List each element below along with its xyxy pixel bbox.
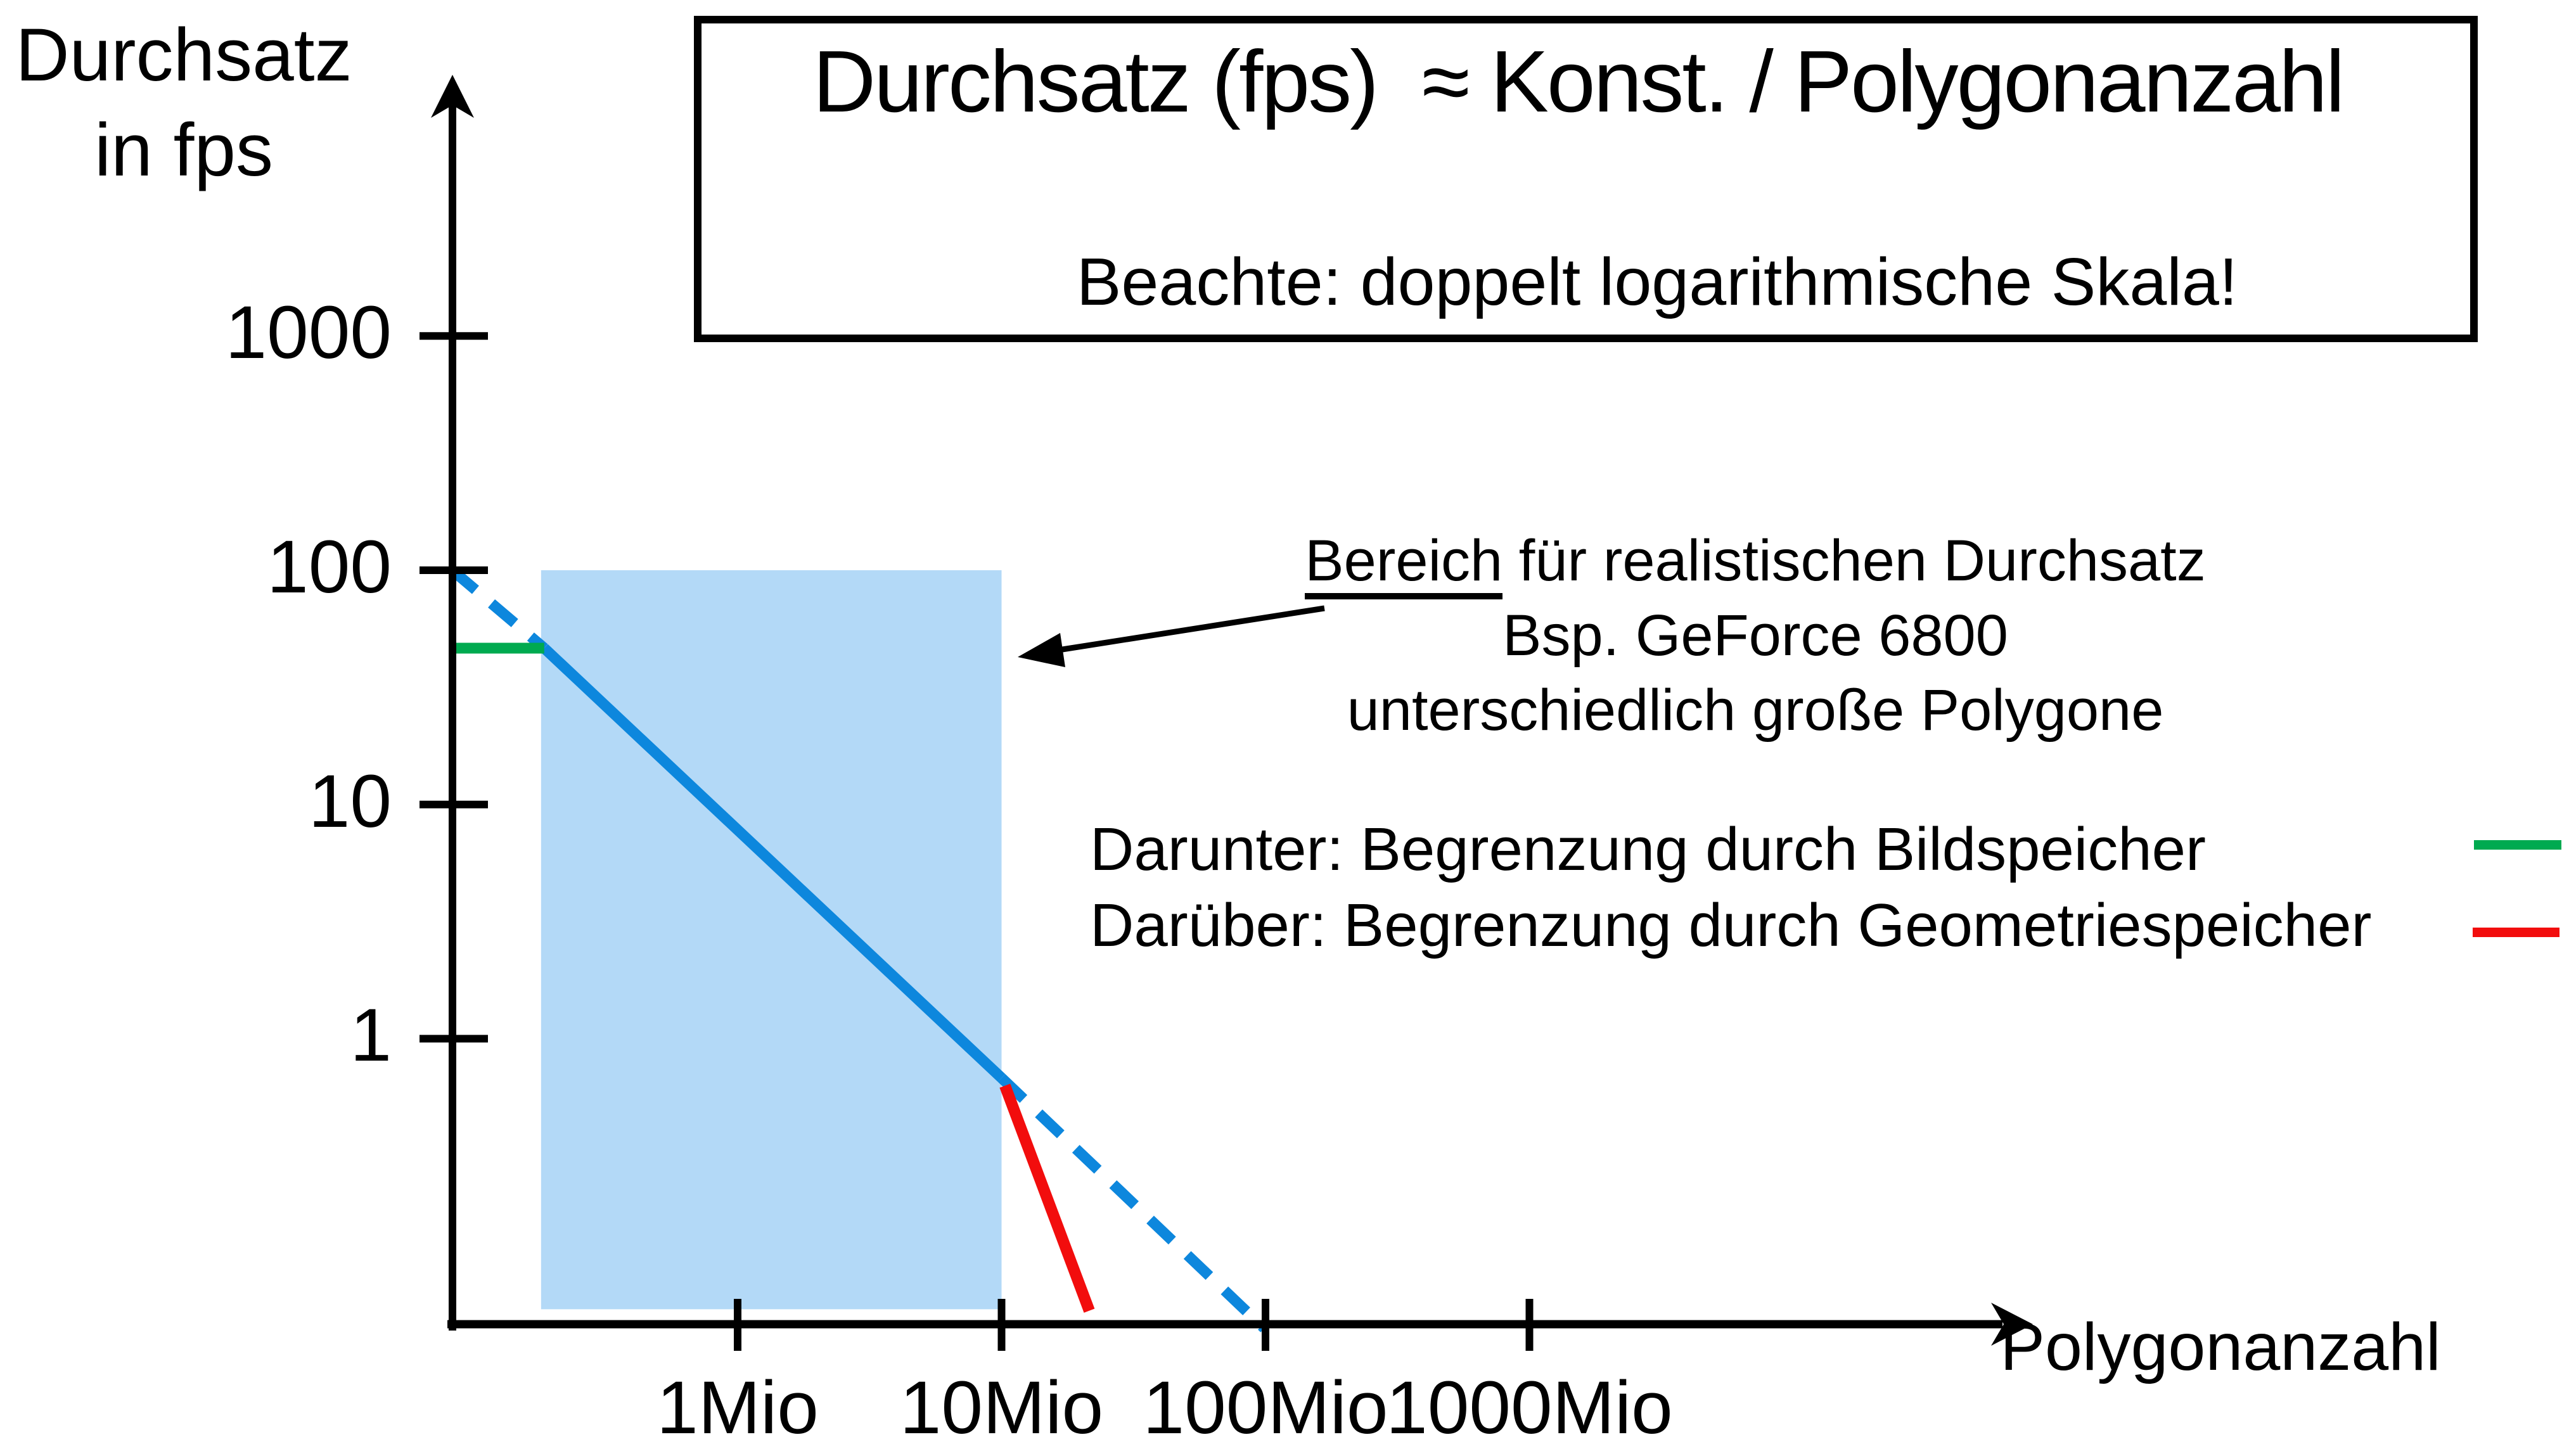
annotation-block: Bereich für realistischen Durchsatz Bsp.…	[1280, 523, 2231, 748]
title-formula: Durchsatz (fps) ≈ Konst. / Polygonanzahl	[812, 33, 2345, 131]
annotation-line1-rest: für realistischen Durchsatz	[1502, 528, 2206, 593]
legend-label-geometriespeicher: Darüber: Begrenzung durch Geometriespeic…	[1090, 891, 2372, 959]
legend-swatch-green	[2474, 840, 2561, 850]
y-axis-title-line1: Durchsatz	[15, 13, 352, 97]
series-begrenzung-geometriespeicher	[999, 1083, 1095, 1313]
annotation-line2: Bsp. GeForce 6800	[1502, 603, 2008, 668]
series-konst-durch-polygonanzahl-dashed-left	[449, 566, 548, 653]
title-box: Durchsatz (fps) ≈ Konst. / Polygonanzahl…	[694, 16, 2478, 342]
annotation-underlined-word: Bereich	[1305, 528, 1503, 599]
x-tick-label-1Mio: 1Mio	[657, 1366, 819, 1450]
series-konst-durch-polygonanzahl-dashed-right	[997, 1074, 1269, 1332]
legend-label-bildspeicher: Darunter: Begrenzung durch Bildspeicher	[1090, 815, 2206, 883]
annotation-line1: Bereich für realistischen Durchsatz	[1280, 523, 2231, 599]
annotation-line3: unterschiedlich große Polygone	[1347, 678, 2164, 743]
annotation-arrow-shaft	[1058, 605, 1325, 653]
series-konst-durch-polygonanzahl-solid	[540, 644, 1006, 1082]
y-tick-label-100: 100	[267, 525, 392, 609]
y-axis-title: Durchsatz in fps	[0, 8, 374, 198]
y-tick-label-1: 1	[350, 993, 392, 1078]
x-tick-label-100Mio: 100Mio	[1143, 1366, 1388, 1450]
title-note: Beachte: doppelt logarithmische Skala!	[1076, 245, 2238, 319]
x-axis-arrow-icon	[1991, 1303, 2033, 1346]
annotation-arrow-head	[1018, 633, 1065, 667]
y-axis-arrow-icon	[431, 75, 474, 118]
x-axis-title: Polygonanzahl	[2000, 1310, 2441, 1384]
legend-swatch-red	[2473, 928, 2559, 937]
y-tick-label-10: 10	[308, 759, 392, 843]
x-tick-label-1000Mio: 1000Mio	[1386, 1366, 1673, 1450]
realistic-range-region	[541, 570, 1002, 1310]
x-tick-label-10Mio: 10Mio	[899, 1366, 1104, 1450]
y-axis-title-line2: in fps	[94, 108, 274, 192]
y-tick-label-1000: 1000	[225, 291, 392, 375]
